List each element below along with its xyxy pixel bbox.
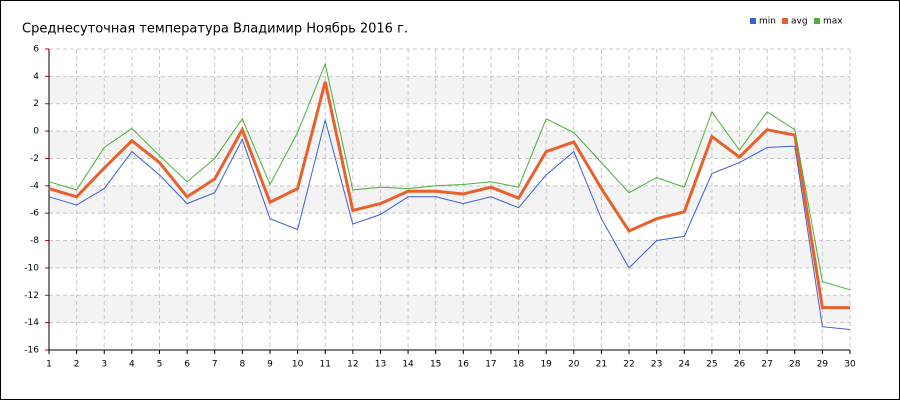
- y-tick-label: 4: [33, 72, 39, 82]
- x-tick-label: 21: [596, 360, 607, 370]
- x-tick-label: 17: [485, 360, 496, 370]
- y-tick-label: -4: [30, 181, 39, 191]
- x-tick-label: 1: [46, 360, 52, 370]
- x-tick-label: 15: [430, 360, 441, 370]
- x-tick-label: 11: [319, 360, 330, 370]
- x-tick-label: 6: [184, 360, 190, 370]
- grid-band: [49, 240, 850, 268]
- x-tick-label: 13: [375, 360, 386, 370]
- x-tick-label: 18: [513, 360, 525, 370]
- y-tick-label: -14: [24, 318, 39, 328]
- x-tick-label: 27: [761, 360, 772, 370]
- x-tick-label: 3: [101, 360, 107, 370]
- x-tick-label: 5: [157, 360, 163, 370]
- x-tick-label: 9: [267, 360, 273, 370]
- y-tick-label: 2: [33, 99, 39, 109]
- legend-label: min: [759, 17, 776, 27]
- series-line: [48, 81, 850, 310]
- y-tick-label: -16: [24, 346, 39, 356]
- x-tick-label: 7: [212, 360, 218, 370]
- y-tick-label: -2: [30, 154, 39, 164]
- y-tick-label: -8: [30, 236, 39, 246]
- grid-band: [49, 295, 850, 323]
- x-tick-label: 23: [651, 360, 662, 370]
- y-tick-label: -6: [30, 209, 39, 219]
- x-tick-label: 2: [74, 360, 80, 370]
- chart-title: Среднесуточная температура Владимир Нояб…: [22, 22, 408, 37]
- y-tick-label: 6: [33, 45, 39, 55]
- y-tick-label: -12: [24, 291, 39, 301]
- x-tick-label: 12: [347, 360, 358, 370]
- x-tick-label: 10: [292, 360, 304, 370]
- series-line: [48, 62, 851, 291]
- y-tick-label: -10: [24, 263, 39, 273]
- x-tick-label: 24: [679, 360, 691, 370]
- grid-band: [49, 185, 850, 214]
- x-tick-label: 30: [844, 360, 856, 370]
- x-tick-label: 14: [402, 360, 414, 370]
- x-tick-label: 19: [540, 360, 552, 370]
- grid-band: [49, 131, 850, 159]
- legend-swatch: [814, 18, 820, 24]
- y-tick-label: 0: [33, 127, 39, 137]
- x-tick-label: 28: [789, 360, 801, 370]
- x-tick-label: 8: [239, 360, 245, 370]
- legend-label: max: [823, 17, 843, 27]
- x-tick-label: 26: [734, 360, 746, 370]
- x-tick-label: 4: [129, 360, 135, 370]
- x-tick-label: 29: [817, 360, 829, 370]
- legend-label: avg: [791, 17, 808, 27]
- grid-band: [49, 76, 850, 104]
- x-tick-label: 20: [568, 360, 580, 370]
- legend-swatch: [750, 18, 756, 24]
- legend-swatch: [782, 18, 788, 24]
- series-line: [48, 118, 851, 330]
- x-tick-label: 16: [458, 360, 470, 370]
- x-tick-label: 22: [623, 360, 634, 370]
- x-tick-label: 25: [706, 360, 717, 370]
